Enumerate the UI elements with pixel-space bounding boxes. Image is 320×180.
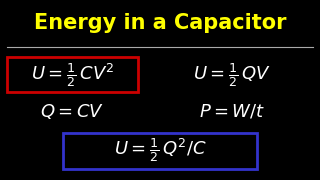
Text: $U = \frac{1}{2}\,CV^2$: $U = \frac{1}{2}\,CV^2$ (31, 61, 114, 89)
Text: $P = W/t$: $P = W/t$ (199, 102, 265, 120)
Text: Energy in a Capacitor: Energy in a Capacitor (34, 13, 286, 33)
Text: $U = \frac{1}{2}\,Q^2/C$: $U = \frac{1}{2}\,Q^2/C$ (114, 136, 206, 164)
Text: $Q = CV$: $Q = CV$ (40, 102, 105, 121)
Text: $U = \frac{1}{2}\,QV$: $U = \frac{1}{2}\,QV$ (193, 61, 271, 89)
